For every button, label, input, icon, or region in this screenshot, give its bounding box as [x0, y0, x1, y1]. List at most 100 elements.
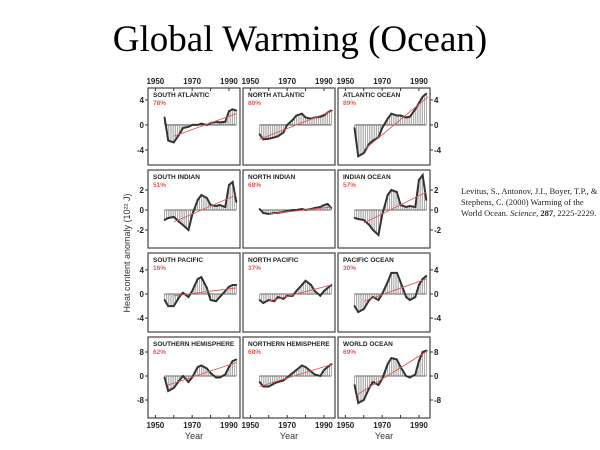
y-tick-label: 0 — [434, 121, 439, 130]
data-point — [390, 112, 393, 115]
y-tick-label: 0 — [434, 290, 439, 299]
data-point — [295, 369, 298, 371]
x-axis-label: Year — [185, 431, 203, 441]
data-point — [163, 219, 166, 221]
data-point — [178, 296, 181, 298]
data-point — [425, 92, 428, 95]
panel-percent: 51% — [153, 182, 166, 189]
data-point — [395, 114, 398, 117]
data-point — [172, 305, 175, 307]
x-tick-label: 1990 — [410, 421, 428, 430]
x-tick-label: 1950 — [336, 77, 354, 86]
y-tick-label: -8 — [137, 396, 145, 405]
data-point — [200, 364, 203, 367]
data-point — [277, 135, 279, 138]
x-tick-label: 1970 — [183, 77, 201, 86]
panel-frame — [147, 336, 241, 419]
data-point — [377, 234, 380, 236]
data-point — [200, 276, 203, 279]
data-point — [421, 174, 424, 176]
data-point — [167, 305, 170, 307]
data-point — [235, 109, 238, 112]
data-point — [205, 287, 208, 289]
trend-line — [268, 284, 332, 302]
data-point — [262, 138, 265, 141]
data-point — [172, 216, 175, 218]
x-tick-label: 1990 — [220, 77, 238, 86]
data-point — [167, 390, 170, 392]
x-tick-label: 1970 — [373, 421, 391, 430]
panel-percent: 68% — [248, 349, 261, 356]
y-tick-label: 0 — [434, 372, 439, 381]
panel-frame — [147, 87, 241, 166]
data-point — [386, 194, 389, 196]
data-point — [362, 399, 365, 401]
panel-percent: 57% — [343, 182, 356, 189]
y-tick-label: -2 — [434, 226, 442, 235]
x-axis-label: Year — [280, 431, 298, 441]
panel-title: NORTH PACIFIC — [248, 257, 299, 264]
data-point — [182, 224, 184, 226]
data-point — [381, 127, 384, 129]
citation-authors: Levitus, S., Antonov, J.I., Boyer, T.P.,… — [461, 186, 598, 207]
data-point — [357, 155, 360, 158]
citation: Levitus, S., Antonov, J.I., Boyer, T.P.,… — [461, 186, 598, 218]
data-point — [319, 375, 322, 377]
citation-pages: 2225-2229. — [557, 208, 597, 218]
y-tick-label: -4 — [137, 146, 145, 155]
data-point — [362, 219, 365, 221]
data-point — [187, 229, 190, 231]
trend-line — [268, 206, 332, 215]
data-point — [231, 360, 234, 362]
data-point — [372, 139, 374, 142]
data-point — [291, 372, 294, 374]
y-tick-label: -2 — [137, 226, 145, 235]
data-point — [300, 364, 303, 367]
x-tick-label: 1950 — [146, 77, 164, 86]
y-tick-label: 0 — [434, 206, 439, 215]
data-point — [304, 279, 307, 282]
data-point — [215, 205, 217, 207]
panel-title: PACIFIC OCEAN — [343, 257, 394, 264]
data-point — [399, 281, 402, 283]
data-point — [323, 290, 325, 292]
trend-line — [358, 350, 429, 395]
data-point — [163, 299, 166, 301]
data-point — [267, 385, 270, 388]
data-point — [224, 290, 227, 292]
data-point — [277, 296, 279, 298]
panel-title: NORTH INDIAN — [248, 174, 296, 181]
data-point — [231, 284, 234, 286]
data-point — [357, 311, 360, 313]
y-tick-label: -8 — [434, 396, 442, 405]
data-point — [182, 375, 184, 377]
y-tick-label: 8 — [434, 348, 439, 357]
data-point — [300, 284, 303, 286]
data-point — [231, 181, 234, 183]
data-point — [399, 114, 402, 117]
data-point — [182, 127, 184, 129]
x-tick-label: 1950 — [241, 421, 259, 430]
citation-volume: 287 — [540, 208, 554, 218]
y-tick-label: 8 — [140, 348, 145, 357]
data-point — [196, 278, 199, 280]
panel-title: SOUTHERN HEMISPHERE — [153, 341, 235, 348]
data-point — [357, 218, 360, 220]
data-point — [313, 290, 316, 292]
y-tick-label: 0 — [140, 372, 145, 381]
data-point — [228, 366, 230, 368]
data-point — [218, 204, 221, 206]
data-point — [191, 124, 194, 126]
y-tick-label: 4 — [434, 96, 439, 105]
trend-line — [363, 278, 427, 302]
y-tick-label: 4 — [140, 96, 145, 105]
data-point — [414, 373, 417, 376]
data-point — [172, 141, 175, 144]
